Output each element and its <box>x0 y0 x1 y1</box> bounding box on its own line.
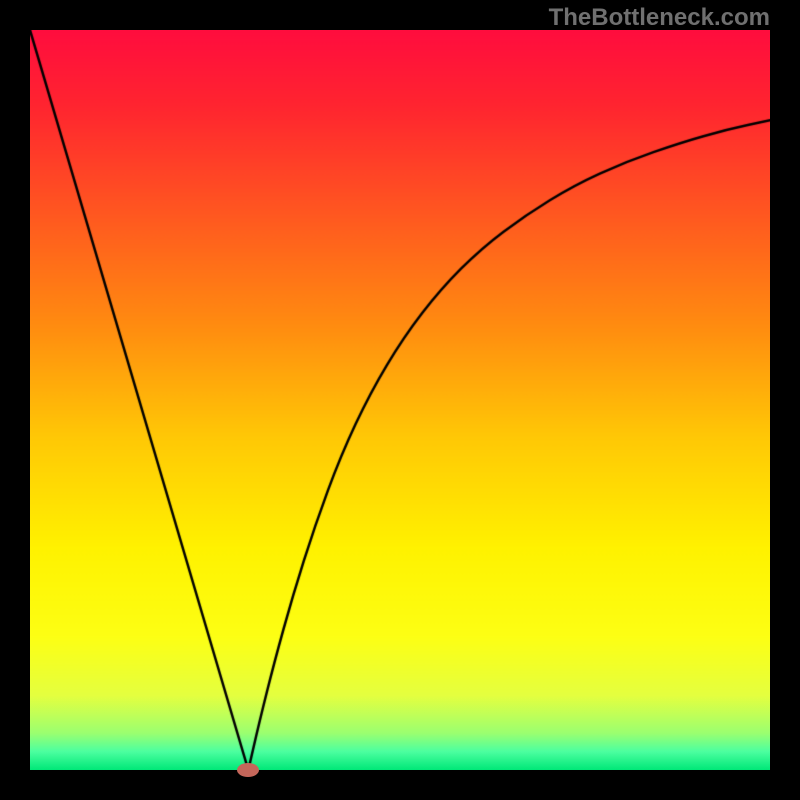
plot-area <box>30 30 770 770</box>
bottleneck-curve <box>30 30 770 770</box>
minimum-marker <box>237 763 259 777</box>
chart-container: TheBottleneck.com <box>0 0 800 800</box>
watermark-text: TheBottleneck.com <box>549 4 770 32</box>
